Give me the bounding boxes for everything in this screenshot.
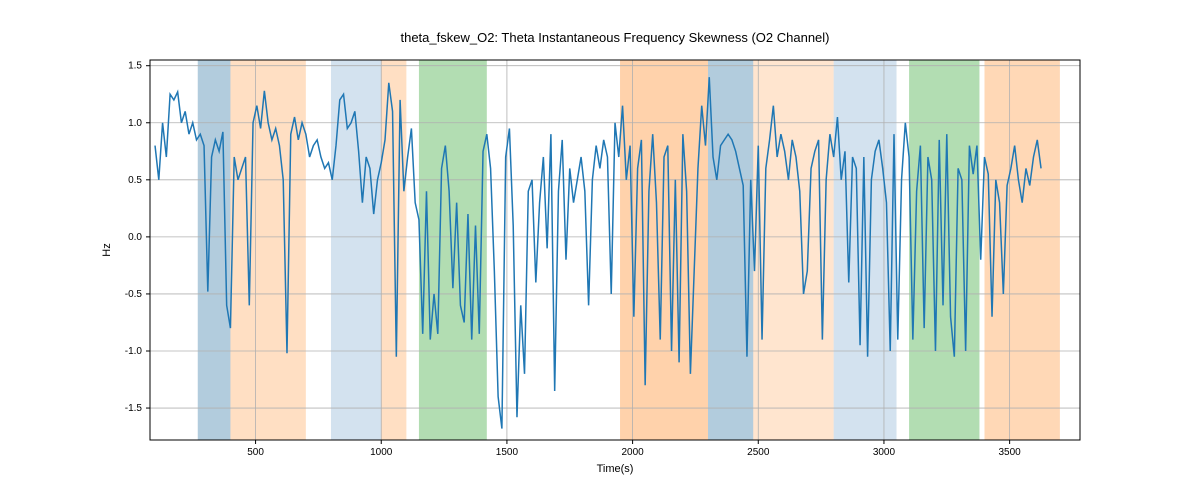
x-tick-label: 500 [247,447,264,458]
chart-container: 500 1000 1500 2000 2500 3000 3500 -1.5 -1.0 -0.5 0… [0,0,1200,500]
x-tick-label: 2000 [621,447,644,458]
x-tick-label: 3500 [998,447,1021,458]
y-tick-label: -1.0 [125,346,143,357]
x-axis: 500 1000 1500 2000 2500 3000 3500 [247,440,1021,458]
x-tick-label: 1000 [370,447,393,458]
x-tick-label: 1500 [496,447,519,458]
band [381,60,406,440]
y-tick-label: 1.0 [128,118,142,129]
y-axis: -1.5 -1.0 -0.5 0.0 0.5 1.0 1.5 [125,61,150,414]
x-tick-label: 3000 [873,447,896,458]
x-tick-label: 2500 [747,447,770,458]
y-tick-label: 0.0 [128,232,142,243]
y-tick-label: -0.5 [125,289,143,300]
y-tick-label: 0.5 [128,175,142,186]
y-tick-label: -1.5 [125,403,143,414]
chart-title: theta_fskew_O2: Theta Instantaneous Freq… [400,30,829,45]
band [753,60,833,440]
background-bands [198,60,1060,440]
line-chart: 500 1000 1500 2000 2500 3000 3500 -1.5 -1.0 -0.5 0… [0,0,1200,500]
y-axis-label: Hz [101,243,113,256]
y-tick-label: 1.5 [128,61,142,72]
x-axis-label: Time(s) [597,463,634,475]
band [708,60,753,440]
band [984,60,1059,440]
